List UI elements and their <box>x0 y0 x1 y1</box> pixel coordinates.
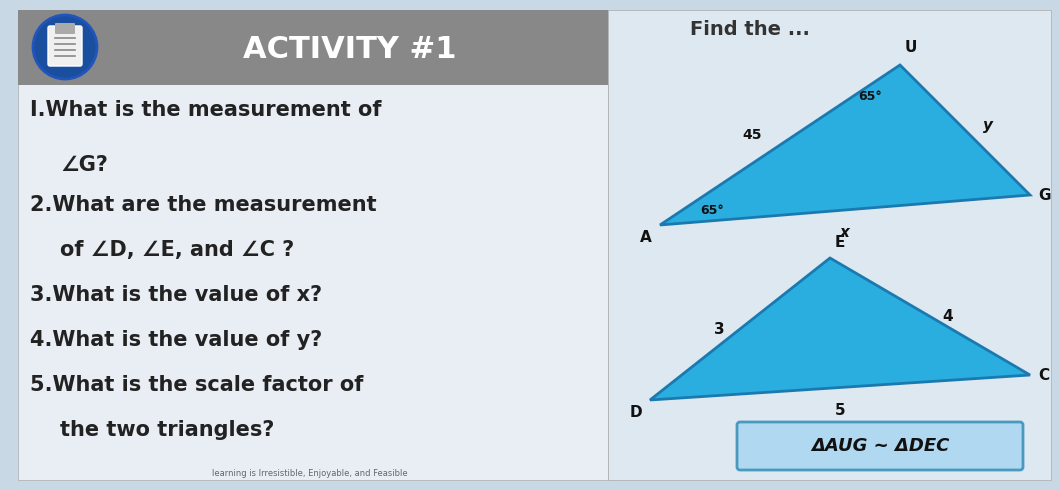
Text: y: y <box>983 118 993 132</box>
Bar <box>18 10 608 85</box>
Text: 2.What are the measurement: 2.What are the measurement <box>30 195 377 215</box>
Text: E: E <box>834 235 845 250</box>
Bar <box>608 10 1051 480</box>
Text: D: D <box>629 405 642 420</box>
Text: 45: 45 <box>742 128 762 142</box>
Text: 65°: 65° <box>858 90 882 103</box>
Text: learning is Irresistible, Enjoyable, and Feasible: learning is Irresistible, Enjoyable, and… <box>212 469 408 478</box>
Text: I.What is the measurement of: I.What is the measurement of <box>30 100 381 120</box>
Text: 3.What is the value of x?: 3.What is the value of x? <box>30 285 322 305</box>
Text: ACTIVITY #1: ACTIVITY #1 <box>244 35 456 65</box>
Text: 4: 4 <box>943 309 953 324</box>
Text: of ∠D, ∠E, and ∠C ?: of ∠D, ∠E, and ∠C ? <box>60 240 294 260</box>
Text: U: U <box>905 40 917 55</box>
Text: C: C <box>1038 368 1049 383</box>
Text: 5: 5 <box>834 402 845 417</box>
Bar <box>18 10 608 480</box>
FancyBboxPatch shape <box>737 422 1023 470</box>
FancyBboxPatch shape <box>55 23 75 34</box>
Circle shape <box>33 15 97 79</box>
Text: 4.What is the value of y?: 4.What is the value of y? <box>30 330 322 350</box>
Text: G: G <box>1038 188 1051 202</box>
Polygon shape <box>650 258 1030 400</box>
Polygon shape <box>660 65 1030 225</box>
Text: ΔAUG ~ ΔDEC: ΔAUG ~ ΔDEC <box>811 437 949 455</box>
Text: x: x <box>840 225 850 240</box>
Text: 5.What is the scale factor of: 5.What is the scale factor of <box>30 375 363 395</box>
FancyBboxPatch shape <box>48 26 82 66</box>
Text: Find the ...: Find the ... <box>690 20 810 39</box>
Text: ∠G?: ∠G? <box>60 155 108 175</box>
Text: 3: 3 <box>715 321 725 337</box>
Text: A: A <box>641 230 652 245</box>
Text: 65°: 65° <box>700 204 723 217</box>
Text: the two triangles?: the two triangles? <box>60 420 274 440</box>
